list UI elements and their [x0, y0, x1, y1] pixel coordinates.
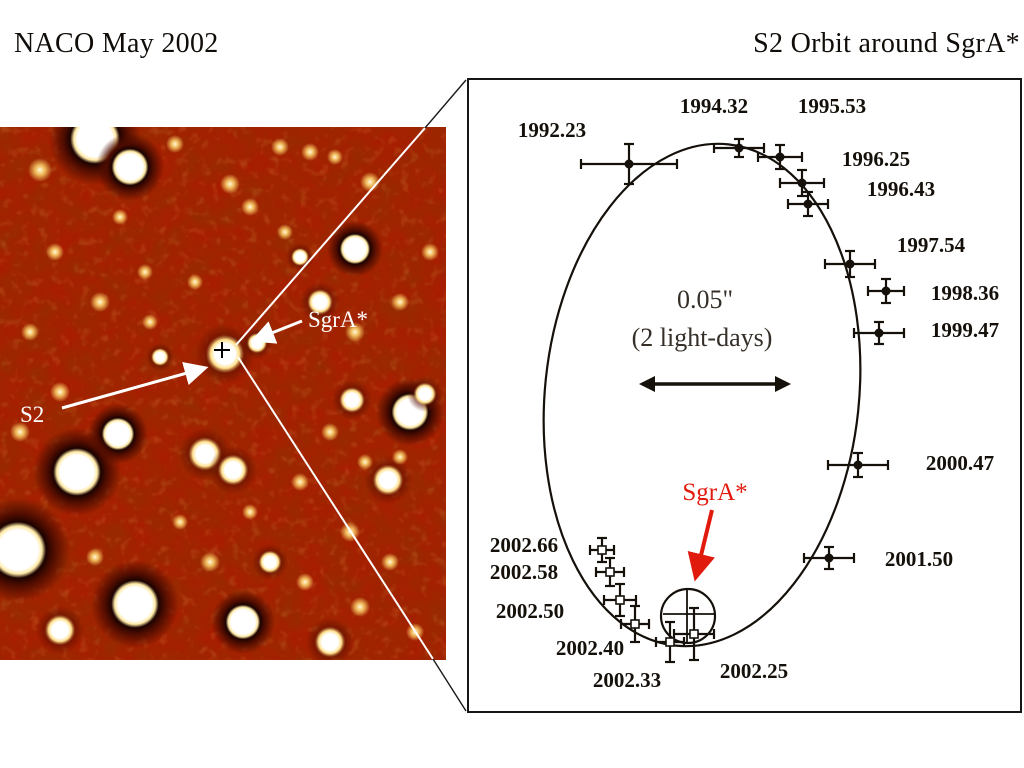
- sgra-plot-label: SgrA*: [682, 479, 747, 506]
- epoch-label: 1996.25: [842, 147, 910, 171]
- data-point-1997.54: 1997.54: [823, 233, 966, 279]
- marker-dot: [874, 328, 884, 338]
- s2-pointer-arrow: [61, 361, 209, 410]
- marker-dot: [824, 553, 834, 563]
- sgra-image-label: SgrA*: [308, 307, 368, 332]
- epoch-label: 1998.36: [931, 281, 999, 305]
- data-point-2001.50: 2001.50: [802, 545, 953, 571]
- epoch-label: 1995.53: [798, 94, 866, 118]
- data-point-2002.40: 2002.40: [556, 604, 651, 660]
- orbit-ellipse: [542, 142, 862, 648]
- data-point-1999.47: 1999.47: [852, 318, 999, 346]
- marker-dot: [845, 259, 855, 269]
- scale-arrow-left-head: [639, 376, 655, 392]
- marker-dot: [881, 286, 891, 296]
- data-point-2002.66: 2002.66: [490, 533, 616, 564]
- orbit-data-points: 1992.23 1994.32 1995.53 1996.25 1996.43 1997.…: [490, 94, 999, 692]
- epoch-label: 2000.47: [926, 451, 994, 475]
- title-right: S2 Orbit around SgrA*: [753, 28, 1020, 59]
- marker-dot: [734, 143, 744, 153]
- marker-dot: [624, 159, 634, 169]
- scale-arrow-right-head: [775, 376, 791, 392]
- epoch-label: 2002.40: [556, 636, 624, 660]
- data-point-2002.25: 2002.25: [672, 606, 788, 683]
- sgra-red-arrow: [687, 509, 715, 582]
- marker-dot: [775, 152, 785, 162]
- data-point-1995.53: 1995.53: [756, 94, 866, 171]
- scale-bar: 0.05" (2 light-days): [632, 285, 791, 392]
- title-left: NACO May 2002: [14, 28, 219, 59]
- data-point-1996.25: 1996.25: [778, 147, 910, 198]
- marker-dot: [797, 178, 807, 188]
- scale-angular-label: 0.05": [677, 285, 733, 314]
- data-point-1992.23: 1992.23: [518, 118, 679, 186]
- epoch-label: 1999.47: [931, 318, 999, 342]
- epoch-label: 1994.32: [680, 94, 748, 118]
- data-point-1998.36: 1998.36: [866, 277, 999, 305]
- orbit-plot-panel: 0.05" (2 light-days) SgrA* 1992.23 1994.3…: [467, 78, 1022, 713]
- data-point-2002.50: 2002.50: [496, 582, 638, 623]
- epoch-label: 1997.54: [897, 233, 966, 257]
- marker-square: [615, 595, 625, 605]
- s2-image-label: S2: [20, 402, 44, 427]
- callout-line-top-black: [424, 79, 467, 129]
- marker-square: [597, 545, 607, 555]
- epoch-label: 2002.66: [490, 533, 558, 557]
- epoch-label: 1996.43: [867, 177, 935, 201]
- naco-infrared-image: SgrA* S2: [0, 127, 446, 660]
- data-point-1994.32: 1994.32: [680, 94, 766, 159]
- marker-dot: [803, 199, 813, 209]
- epoch-label: 2002.25: [720, 659, 788, 683]
- data-point-2002.58: 2002.58: [490, 556, 626, 588]
- marker-square: [665, 637, 675, 647]
- marker-square: [630, 619, 640, 629]
- epoch-label: 2002.33: [593, 668, 661, 692]
- data-point-1996.43: 1996.43: [786, 177, 935, 218]
- marker-square: [605, 567, 615, 577]
- epoch-label: 2002.58: [490, 560, 558, 584]
- epoch-label: 2001.50: [885, 547, 953, 571]
- epoch-label: 2002.50: [496, 599, 564, 623]
- sgra-cross-marker: [214, 342, 230, 358]
- data-point-2002.33: 2002.33: [593, 620, 686, 692]
- epoch-label: 1992.23: [518, 118, 586, 142]
- marker-square: [689, 629, 699, 639]
- marker-dot: [853, 460, 863, 470]
- data-point-2000.47: 2000.47: [826, 451, 994, 479]
- scale-physical-label: (2 light-days): [632, 323, 773, 352]
- callout-line-bottom-black: [432, 658, 467, 712]
